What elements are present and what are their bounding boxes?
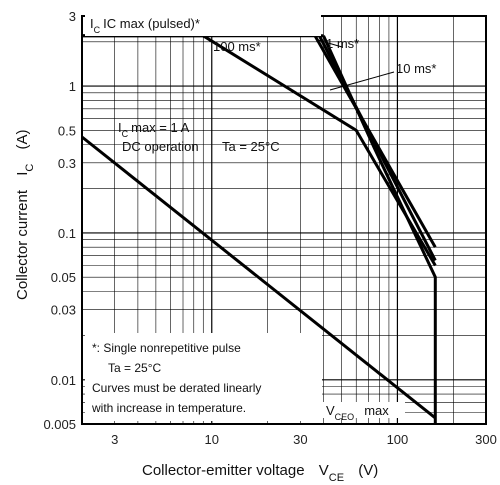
y-tick-label: 0.03 [51,303,76,318]
ms10-label: 10 ms* [396,61,436,76]
note-line-1: *: Single nonrepetitive pulse [92,341,241,355]
y-tick-label: 0.005 [43,417,76,432]
y-tick-label: 1 [69,79,76,94]
x-tick-label: 300 [475,432,497,447]
ic-max-dc-label: IC max = 1 A [118,120,190,139]
x-tick-label: 100 [387,432,409,447]
note-box-bg [85,333,322,421]
vceo-label: VCEO max [326,403,389,422]
series-line-4 [81,135,437,420]
series-line-3 [318,35,437,262]
y-tick-label: 0.05 [51,270,76,285]
x-tick-label: 10 [205,432,219,447]
ta-label: Ta = 25°C [222,139,280,154]
ms100-label: 100 ms* [213,39,261,54]
note-line-3: Curves must be derated linearly [92,381,261,395]
x-tick-label: 3 [111,432,118,447]
y-tick-label: 0.01 [51,373,76,388]
note-line-2: Ta = 25°C [108,361,161,375]
ms1-label: 1 ms* [326,36,359,51]
y-tick-label: 0.5 [58,123,76,138]
y-tick-label: 0.1 [58,226,76,241]
vceo-bg [320,402,405,418]
dc-operation-label: DC operation [122,139,199,154]
ic-max-pulsed-bg [85,10,321,36]
note-line-4: with increase in temperature. [91,401,246,415]
y-axis-title: Collector current IC (A) [14,129,36,300]
x-axis-title: Collector-emitter voltage VCE (V) [142,462,378,484]
x-tick-labels: 3 10 30 100 300 [111,432,497,447]
series-line-6 [202,34,437,267]
y-tick-label: 0.3 [58,156,76,171]
ic-max-pulsed-label: IC IC max (pulsed)* [90,16,200,35]
y-tick-labels: 3 1 0.5 0.3 0.1 0.05 0.03 0.01 0.005 [43,9,76,432]
ms1-leader [317,39,343,48]
x-tick-label: 30 [293,432,307,447]
ms10-leader [329,71,395,91]
y-tick-label: 3 [69,9,76,24]
